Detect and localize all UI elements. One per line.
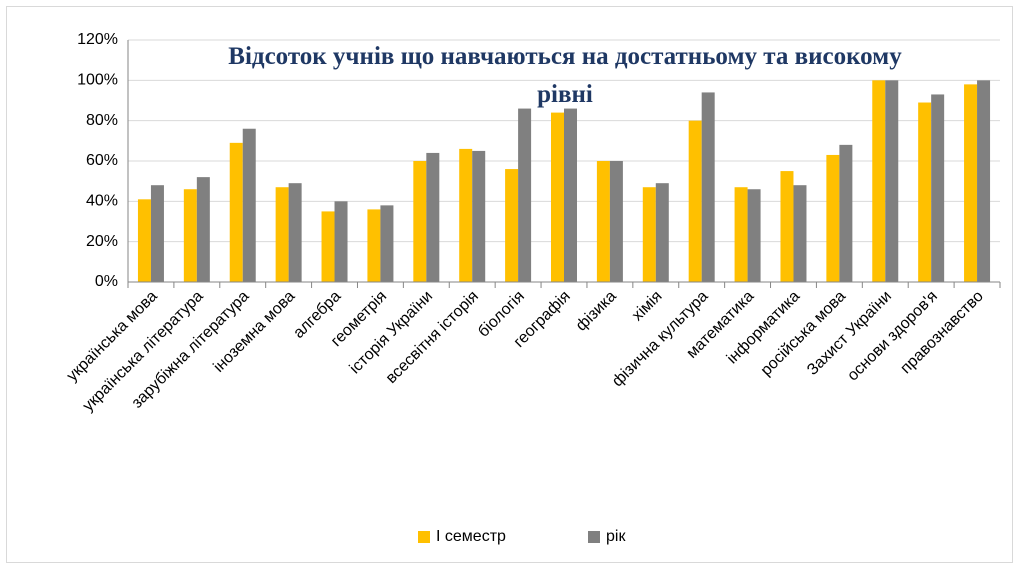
bar xyxy=(472,150,486,282)
bar xyxy=(367,209,381,282)
bar xyxy=(150,185,164,282)
bar xyxy=(885,80,899,282)
y-tick-label: 0% xyxy=(95,273,118,290)
bar xyxy=(793,185,807,282)
bar xyxy=(275,187,289,282)
y-tick-label: 120% xyxy=(77,31,118,48)
bar xyxy=(551,112,564,282)
bar xyxy=(642,187,656,282)
bar xyxy=(413,161,427,282)
bar xyxy=(321,211,335,282)
bar xyxy=(931,94,945,282)
y-tick-label: 20% xyxy=(86,233,118,250)
bar xyxy=(564,108,577,282)
legend-swatch xyxy=(418,531,430,543)
y-tick-label: 60% xyxy=(86,152,118,169)
bar xyxy=(426,152,440,282)
bar xyxy=(596,161,610,282)
y-tick-label: 40% xyxy=(86,193,118,210)
bar xyxy=(137,199,151,282)
bar xyxy=(688,120,702,283)
legend-swatch xyxy=(588,531,600,543)
bar xyxy=(505,169,519,282)
bar xyxy=(747,189,761,282)
bar xyxy=(734,187,748,282)
bar xyxy=(918,102,932,283)
y-tick-label: 100% xyxy=(77,72,118,89)
bar xyxy=(701,92,715,282)
bar xyxy=(839,144,853,282)
bar xyxy=(334,201,348,282)
y-tick-label: 80% xyxy=(86,112,118,129)
chart-title: Відсоток учнів що навчаються на достатнь… xyxy=(228,43,902,108)
bar xyxy=(609,161,623,282)
legend-label: І семестр xyxy=(436,528,506,545)
bar xyxy=(380,205,394,282)
bar xyxy=(826,154,840,282)
bar xyxy=(872,80,886,282)
bar xyxy=(242,128,256,282)
bar xyxy=(977,80,991,282)
bar xyxy=(518,108,532,282)
bar xyxy=(780,171,794,282)
bar xyxy=(229,142,243,282)
legend-label: рік xyxy=(606,528,626,545)
bar xyxy=(288,183,302,282)
bar xyxy=(655,183,669,282)
bar xyxy=(196,177,210,282)
bar xyxy=(459,148,473,282)
bar xyxy=(183,189,197,282)
bar xyxy=(964,84,978,282)
